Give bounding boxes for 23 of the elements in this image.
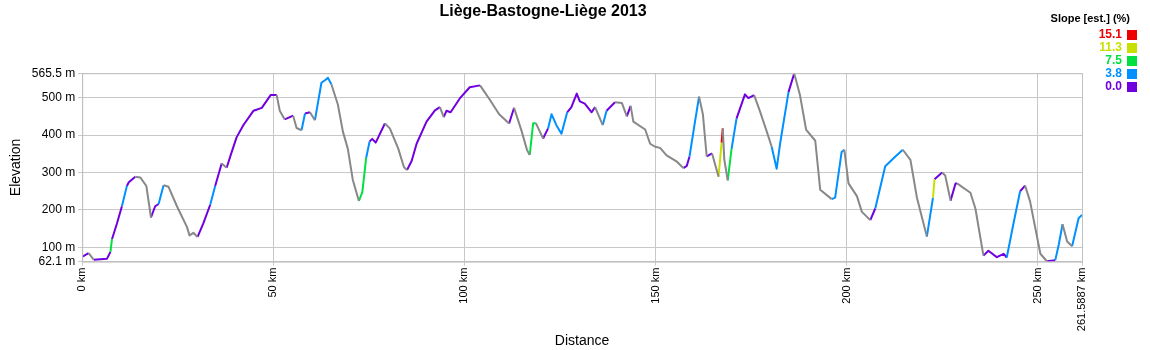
legend-label: 11.3 [1099,40,1123,55]
x-tick-label: 200 km [839,267,852,304]
x-tick-label: 100 km [457,267,470,304]
y-tick-label: 400 m [41,127,76,142]
y-tick-label: 100 m [41,239,76,254]
y-tick-label: 565.5 m [31,65,76,80]
x-tick-label: 150 km [648,267,661,304]
x-tick-label: 0 km [75,267,88,292]
y-tick-label: 62.1 m [38,253,76,268]
y-axis-title: Elevation [7,138,24,197]
legend-label: 0.0 [1105,79,1123,94]
y-tick-label: 200 m [41,202,76,217]
legend-label: 3.8 [1105,66,1123,81]
x-tick-label: 50 km [266,267,279,298]
legend-label: 7.5 [1105,53,1123,68]
y-tick-label: 500 m [41,90,76,105]
legend-title: Slope [est.] (%) [1050,12,1131,25]
y-tick-label: 300 m [41,164,76,179]
legend-label: 15.1 [1098,27,1123,42]
x-tick-label: 250 km [1030,267,1043,304]
chart-title: Liège-Bastogne-Liège 2013 [439,2,647,20]
x-tick-label: 261.5887 km [1075,267,1088,332]
x-axis-title: Distance [554,332,610,349]
